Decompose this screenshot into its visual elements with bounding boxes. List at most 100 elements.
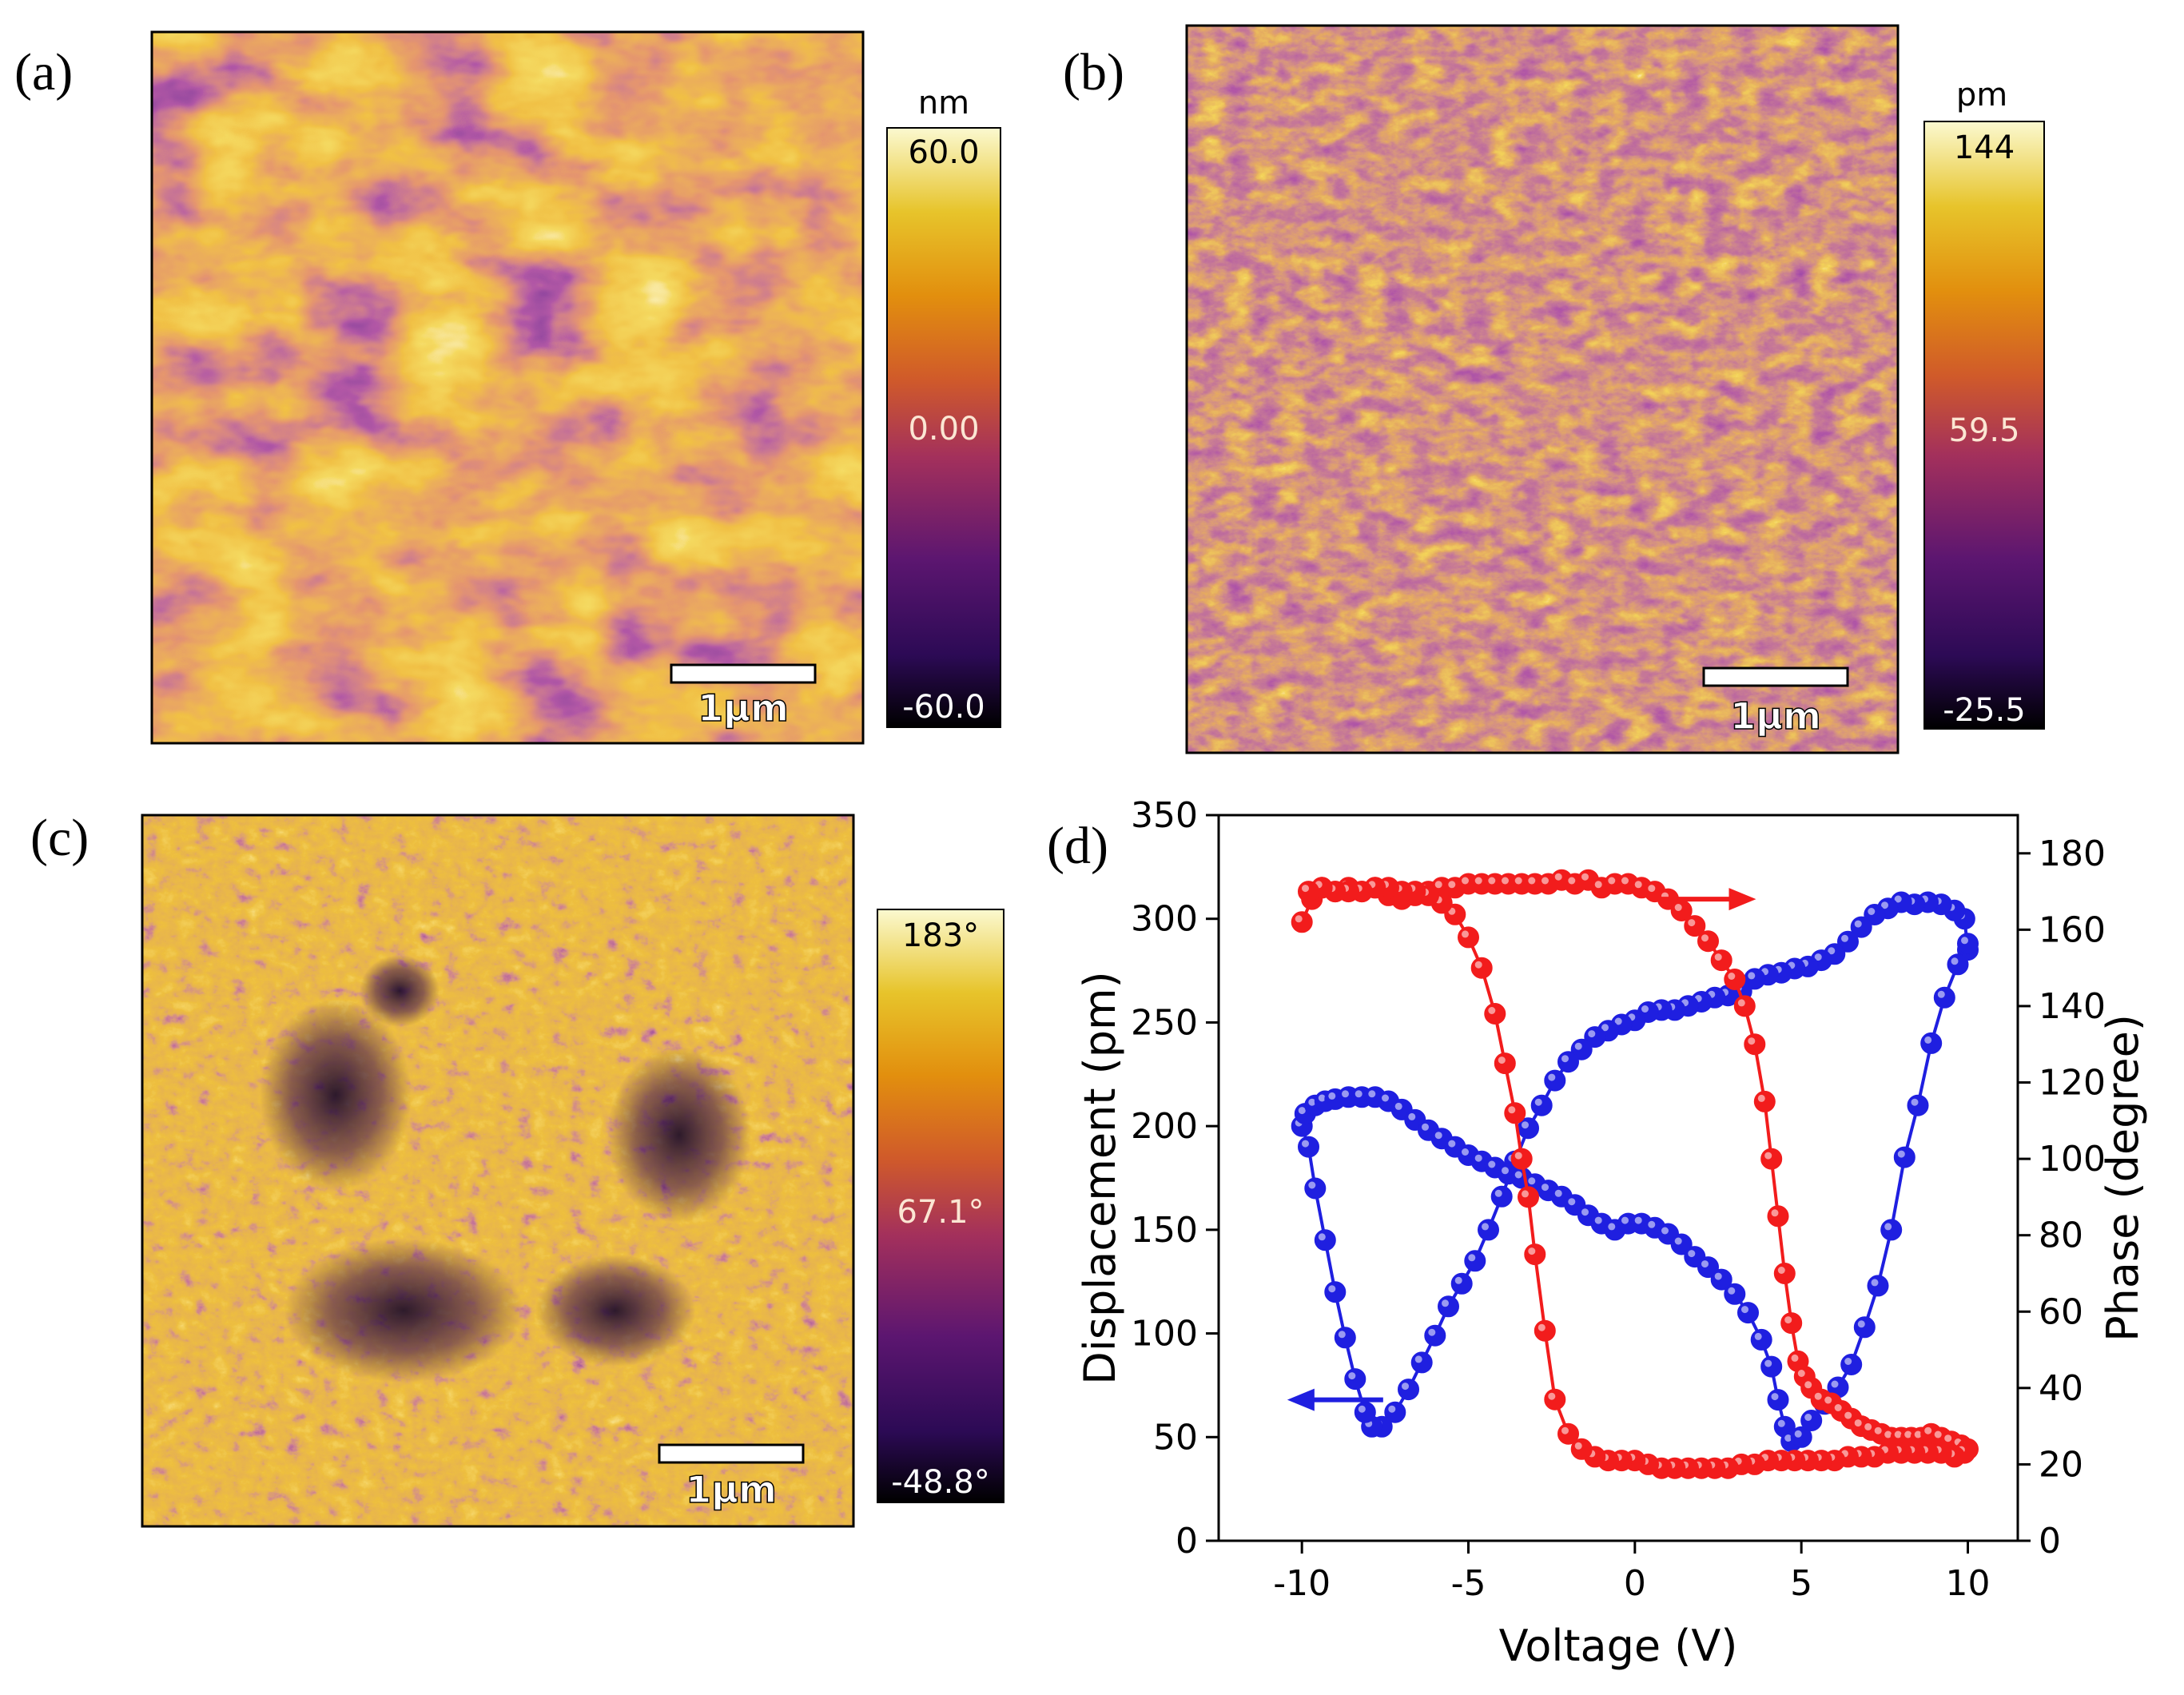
- data-point-highlight: [1857, 1320, 1865, 1328]
- data-point-highlight: [1488, 1007, 1496, 1014]
- data-point-highlight: [1508, 1106, 1516, 1114]
- scale-bar-label: 1µm: [698, 686, 789, 730]
- data-point-highlight: [1488, 1160, 1496, 1168]
- data-point-highlight: [1904, 1430, 1912, 1438]
- data-point: [1853, 1316, 1876, 1339]
- panel-b-image: [1187, 26, 1898, 753]
- data-point-highlight: [1748, 1037, 1756, 1045]
- data-point-highlight: [1482, 1223, 1489, 1231]
- data-point: [1424, 1324, 1446, 1347]
- data-point-highlight: [1641, 1005, 1649, 1013]
- data-point-highlight: [1488, 877, 1496, 885]
- data-point-highlight: [1588, 1030, 1596, 1038]
- data-point: [1800, 1410, 1823, 1431]
- data-point-highlight: [1621, 877, 1629, 885]
- y2-axis-label: Phase (degree): [2098, 1014, 2148, 1342]
- data-point-highlight: [1428, 1328, 1436, 1336]
- data-point-highlight: [1757, 1094, 1765, 1102]
- data-point-highlight: [1791, 1354, 1799, 1362]
- data-point-highlight: [1295, 915, 1303, 923]
- y-tick-label: 250: [1131, 1002, 1198, 1043]
- data-point: [1334, 1327, 1356, 1349]
- data-point: [1324, 1281, 1347, 1303]
- data-point: [1490, 1185, 1513, 1208]
- data-point-highlight: [1422, 1123, 1429, 1131]
- data-point-highlight: [1548, 1392, 1556, 1400]
- colorbar-mid-label: 0.00: [908, 411, 979, 448]
- data-point-highlight: [1462, 1148, 1469, 1156]
- data-point-highlight: [1924, 1426, 1932, 1434]
- panel-a-label: (a): [14, 43, 73, 101]
- data-point-highlight: [1561, 1426, 1569, 1434]
- data-point: [1458, 926, 1479, 949]
- data-point-highlight: [1741, 1306, 1748, 1314]
- colorbar-bottom-label: -48.8°: [891, 1464, 990, 1501]
- colorbar-mid-label: 67.1°: [897, 1194, 984, 1231]
- hysteresis-chart: -10 -5 0 5 100501001502002503003500204060801…: [1075, 795, 2148, 1671]
- data-point-highlight: [1688, 1250, 1696, 1258]
- colorbar-mid-label: 59.5: [1948, 412, 2019, 449]
- data-point-highlight: [1408, 1112, 1416, 1120]
- data-point-highlight: [1302, 885, 1309, 893]
- data-point: [1767, 1389, 1789, 1411]
- data-point-highlight: [1648, 885, 1656, 893]
- data-point: [1773, 1263, 1796, 1284]
- data-point-highlight: [1828, 947, 1836, 955]
- scale-bar-label: 1µm: [686, 1468, 777, 1511]
- data-point-highlight: [1561, 1055, 1569, 1063]
- data-point-highlight: [1554, 1189, 1562, 1197]
- panel-b-frame: [1185, 24, 1900, 754]
- data-point-highlight: [1474, 877, 1482, 885]
- data-point: [1398, 1379, 1419, 1401]
- arrow-head: [1729, 888, 1756, 911]
- data-point: [1737, 1302, 1759, 1324]
- data-point: [1298, 881, 1319, 903]
- displacement-axis-arrow: [1287, 1388, 1383, 1411]
- data-point: [1744, 1033, 1766, 1056]
- data-point: [1840, 1354, 1863, 1375]
- data-point: [1907, 1094, 1929, 1116]
- data-point-highlight: [1854, 920, 1862, 928]
- data-point-highlight: [1574, 1042, 1582, 1050]
- data-point-highlight: [1714, 1272, 1722, 1280]
- data-point-highlight: [1368, 1090, 1376, 1098]
- y2-tick-label: 120: [2039, 1063, 2106, 1104]
- data-point: [1867, 1275, 1889, 1297]
- x-tick-label: 10: [1946, 1563, 1991, 1604]
- x-tick-label: -10: [1273, 1563, 1331, 1604]
- data-point-highlight: [1328, 1285, 1336, 1293]
- data-point: [1724, 969, 1746, 990]
- data-point-highlight: [1814, 1392, 1822, 1400]
- data-point-highlight: [1914, 1430, 1922, 1438]
- data-point-highlight: [1911, 1098, 1919, 1106]
- series-line: [1300, 900, 1970, 1444]
- data-point-highlight: [1777, 1267, 1785, 1274]
- colorbar-unit: nm: [918, 85, 969, 121]
- data-point-highlight: [1764, 1152, 1772, 1160]
- data-point-highlight: [1528, 877, 1536, 885]
- data-point-highlight: [1308, 1181, 1316, 1189]
- data-point-highlight: [1634, 881, 1642, 889]
- data-point-highlight: [1502, 877, 1509, 885]
- data-point-highlight: [1522, 1121, 1529, 1129]
- series-phase: [1291, 869, 1979, 1479]
- data-point-highlight: [1844, 1411, 1852, 1419]
- data-point-highlight: [1528, 1247, 1536, 1255]
- data-point-highlight: [1414, 1355, 1422, 1363]
- panel-c-scale-bar: 1µm: [658, 1443, 805, 1512]
- colorbar-top-label: 183°: [902, 917, 979, 954]
- data-point-highlight: [1454, 1276, 1462, 1284]
- data-point-highlight: [1448, 881, 1456, 889]
- data-point-highlight: [1748, 972, 1756, 980]
- colorbar-unit: pm: [1956, 77, 2007, 113]
- data-point: [1880, 1219, 1903, 1241]
- data-point: [1530, 1094, 1553, 1116]
- x-tick-label: 0: [1624, 1563, 1646, 1604]
- data-point-highlight: [1514, 1152, 1522, 1160]
- data-point-highlight: [1714, 953, 1722, 961]
- y2-tick-label: 20: [2039, 1444, 2083, 1485]
- plot-frame: [1217, 814, 2019, 1542]
- data-point-highlight: [1608, 1223, 1616, 1231]
- data-point: [1753, 1090, 1776, 1112]
- data-point-highlight: [1884, 1223, 1892, 1231]
